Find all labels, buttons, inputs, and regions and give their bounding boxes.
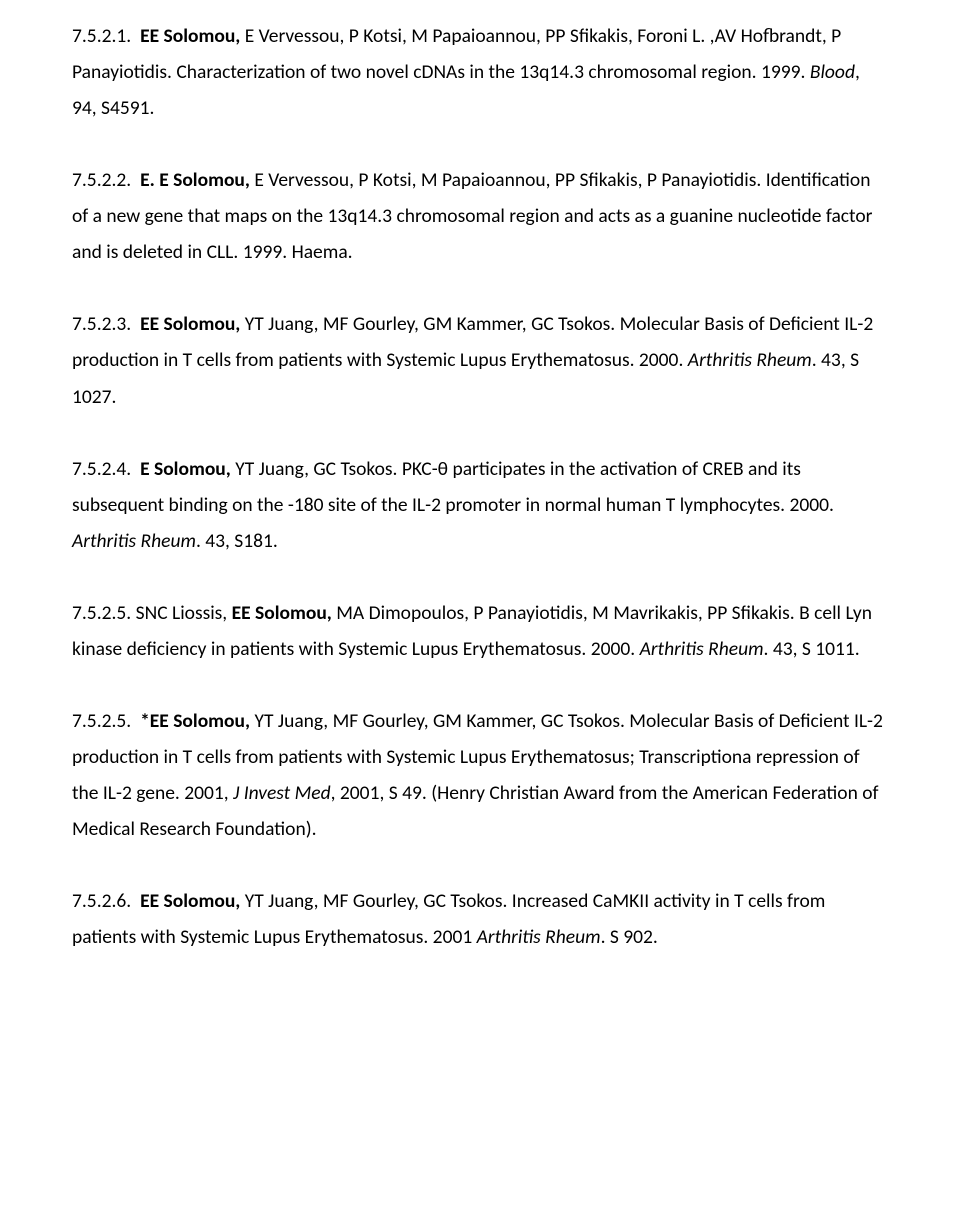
ref-lead-author: EE Solomou, xyxy=(140,24,240,48)
ref-number: 7.5.2.6. xyxy=(72,889,131,913)
ref-number: 7.5.2.5. xyxy=(72,601,131,625)
reference-entry: 7.5.2.4. E Solomou, YT Juang, GC Tsokos.… xyxy=(72,451,888,559)
ref-journal: Arthritis Rheum xyxy=(72,529,196,553)
ref-journal: Arthritis Rheum xyxy=(688,348,812,372)
reference-entry: 7.5.2.1. EE Solomou, E Vervessou, P Kots… xyxy=(72,18,888,126)
ref-tail: . 43, S181. xyxy=(196,529,278,553)
ref-lead-author: EE Solomou, xyxy=(232,601,332,625)
reference-entry: 7.5.2.5. SNC Liossis, EE Solomou, MA Dim… xyxy=(72,595,888,667)
ref-number: 7.5.2.1. xyxy=(72,24,131,48)
ref-lead-author: EE Solomou, xyxy=(140,312,240,336)
ref-lead-author: EE Solomou, xyxy=(140,889,240,913)
ref-number: 7.5.2.2. xyxy=(72,168,131,192)
ref-number: 7.5.2.3. xyxy=(72,312,131,336)
ref-lead-author: *EE Solomou, xyxy=(140,709,250,733)
ref-tail: . 43, S 1011. xyxy=(764,637,860,661)
reference-entry: 7.5.2.3. EE Solomou, YT Juang, MF Gourle… xyxy=(72,306,888,414)
reference-entry: 7.5.2.5. *EE Solomou, YT Juang, MF Gourl… xyxy=(72,703,888,847)
ref-tail: . S 902. xyxy=(601,925,658,949)
ref-lead-author: E Solomou, xyxy=(140,457,231,481)
ref-journal: Arthritis Rheum xyxy=(477,925,601,949)
ref-lead-author: E. E Solomou, xyxy=(140,168,250,192)
ref-journal: J Invest Med xyxy=(233,781,331,805)
reference-entry: 7.5.2.6. EE Solomou, YT Juang, MF Gourle… xyxy=(72,883,888,955)
ref-number: 7.5.2.4. xyxy=(72,457,131,481)
ref-journal: Arthritis Rheum xyxy=(640,637,764,661)
ref-journal: Blood xyxy=(810,60,855,84)
reference-entry: 7.5.2.2. E. E Solomou, E Vervessou, P Ko… xyxy=(72,162,888,270)
ref-number: 7.5.2.5. xyxy=(72,709,131,733)
ref-pre-author: SNC Liossis, xyxy=(131,601,231,625)
